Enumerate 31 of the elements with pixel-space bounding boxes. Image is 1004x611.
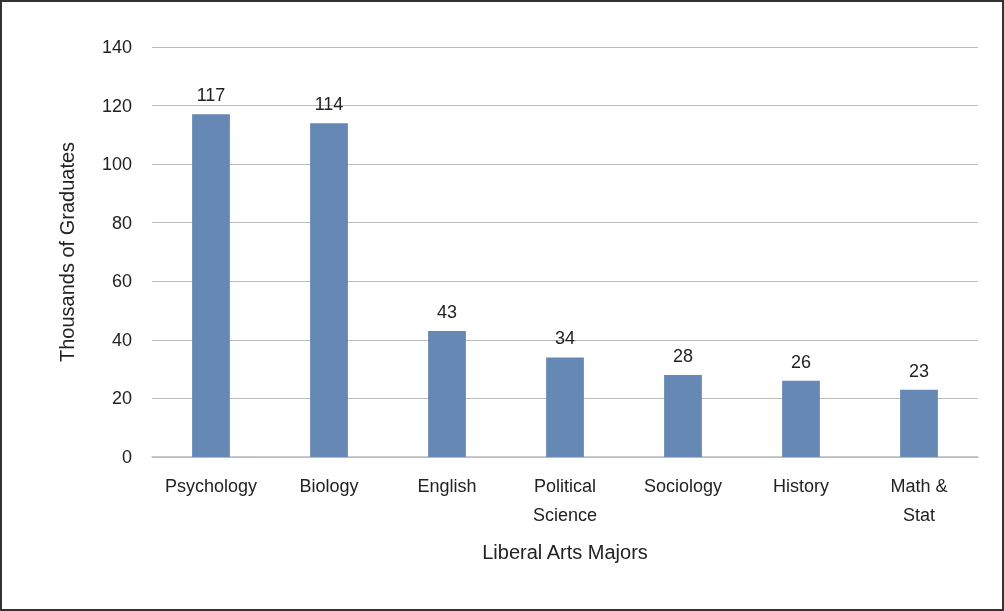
x-tick-label: English [417, 475, 477, 496]
data-label: 43 [436, 302, 458, 323]
data-label: 114 [314, 94, 344, 115]
y-tick-label: 40 [111, 329, 132, 350]
x-tick-label: Sociology [643, 475, 723, 496]
x-tick-label: Political Science [532, 475, 598, 525]
data-label: 26 [790, 351, 812, 372]
y-tick-label: 80 [111, 212, 132, 233]
y-tick-label: 100 [101, 154, 132, 175]
x-tick-label: Biology [299, 475, 359, 496]
bar [546, 357, 584, 457]
bar [310, 123, 348, 457]
y-tick-label: 60 [111, 271, 132, 292]
y-tick-label: 20 [111, 388, 132, 409]
y-axis-title: Thousands of Graduates [56, 141, 78, 363]
data-label: 28 [672, 346, 694, 366]
y-tick-label: 0 [121, 447, 132, 467]
x-axis-title: Liberal Arts Majors [482, 541, 648, 563]
x-tick-label: History [772, 475, 830, 496]
data-label: 23 [908, 360, 930, 381]
bar [428, 331, 466, 457]
data-label: 34 [554, 328, 576, 349]
y-tick-label: 120 [101, 95, 132, 116]
y-tick-label: 140 [101, 37, 132, 57]
bar [900, 389, 938, 457]
x-tick-label: Psychology [164, 475, 258, 496]
x-tick-label: Math & Stat [890, 475, 948, 525]
bar [192, 114, 230, 457]
data-label: 117 [196, 85, 226, 106]
bar [782, 380, 820, 457]
bar [664, 375, 702, 457]
